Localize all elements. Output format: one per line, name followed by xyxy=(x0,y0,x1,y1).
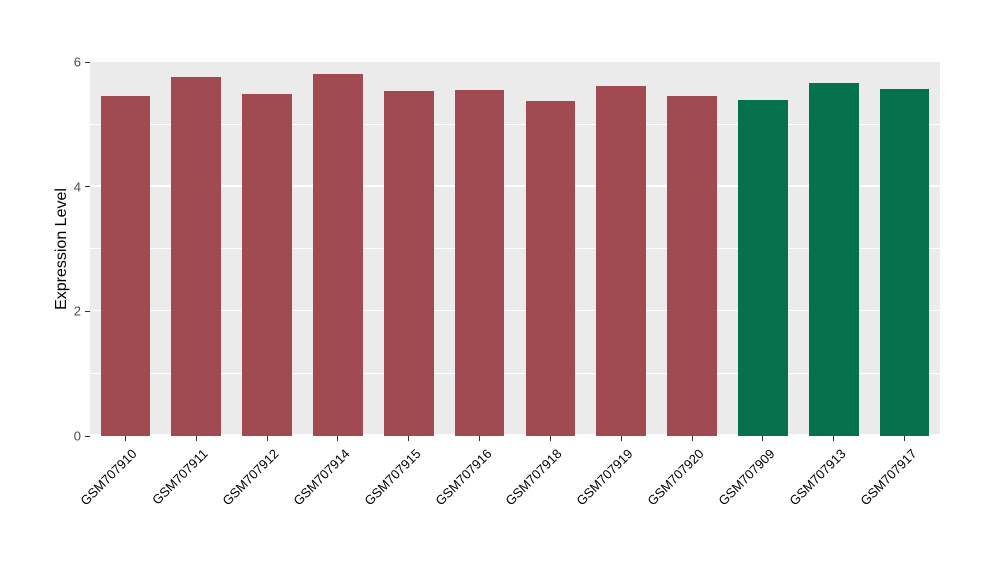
y-tick-mark xyxy=(85,435,90,437)
y-axis-title: Expression Level xyxy=(53,188,70,310)
y-tick-label: 4 xyxy=(73,179,81,195)
x-tick-mark xyxy=(408,436,410,441)
bar-GSM707916 xyxy=(454,90,505,436)
y-tick-mark xyxy=(85,310,90,312)
x-tick-mark xyxy=(833,436,835,441)
gridline-major xyxy=(90,434,940,436)
x-axis-label-GSM707920: GSM707920 xyxy=(644,446,707,509)
x-axis-label-GSM707918: GSM707918 xyxy=(502,446,566,509)
bar-GSM707915 xyxy=(383,91,434,436)
x-tick-mark xyxy=(620,436,622,441)
bar-GSM707911 xyxy=(171,76,222,436)
x-axis-label-GSM707919: GSM707919 xyxy=(573,446,636,509)
x-tick-mark xyxy=(549,436,551,441)
y-tick-label: 6 xyxy=(73,54,81,70)
x-tick-mark xyxy=(124,436,126,441)
x-axis-label-GSM707917: GSM707917 xyxy=(856,446,920,509)
bar-GSM707909 xyxy=(738,100,788,436)
y-tick-label: 2 xyxy=(73,303,81,319)
x-tick-mark xyxy=(691,436,693,441)
bar-GSM707920 xyxy=(667,95,717,436)
x-tick-mark xyxy=(479,436,481,441)
y-tick-mark xyxy=(85,61,90,63)
x-tick-mark xyxy=(337,436,339,441)
x-axis-label-GSM707912: GSM707912 xyxy=(219,446,282,509)
gridline-minor xyxy=(90,248,940,249)
bar-GSM707919 xyxy=(596,86,647,436)
x-axis-label-GSM707914: GSM707914 xyxy=(290,446,353,509)
x-tick-mark xyxy=(266,436,268,441)
gridline-major xyxy=(90,309,940,312)
x-axis-label-GSM707913: GSM707913 xyxy=(786,446,849,509)
y-tick-mark xyxy=(85,186,90,188)
x-axis-label-GSM707916: GSM707916 xyxy=(431,446,495,509)
bar-GSM707910 xyxy=(100,95,151,436)
x-axis-label-GSM707915: GSM707915 xyxy=(361,446,424,509)
gridline-major xyxy=(90,60,940,62)
x-tick-mark xyxy=(762,436,764,441)
y-tick-label: 0 xyxy=(73,428,81,444)
gridline-major xyxy=(90,185,940,187)
x-axis-label-GSM707909: GSM707909 xyxy=(715,446,778,509)
plot-panel xyxy=(90,60,940,436)
x-tick-mark xyxy=(904,436,906,441)
x-axis-label-GSM707910: GSM707910 xyxy=(77,446,141,509)
bar-GSM707912 xyxy=(242,94,292,436)
gridline-minor xyxy=(90,372,940,374)
bar-GSM707913 xyxy=(808,82,859,436)
bar-GSM707918 xyxy=(525,101,576,436)
x-tick-mark xyxy=(195,436,197,441)
x-axis-label-GSM707911: GSM707911 xyxy=(149,446,211,508)
bar-GSM707914 xyxy=(313,73,363,436)
gridline-minor xyxy=(90,123,940,125)
bar-GSM707917 xyxy=(879,88,930,436)
